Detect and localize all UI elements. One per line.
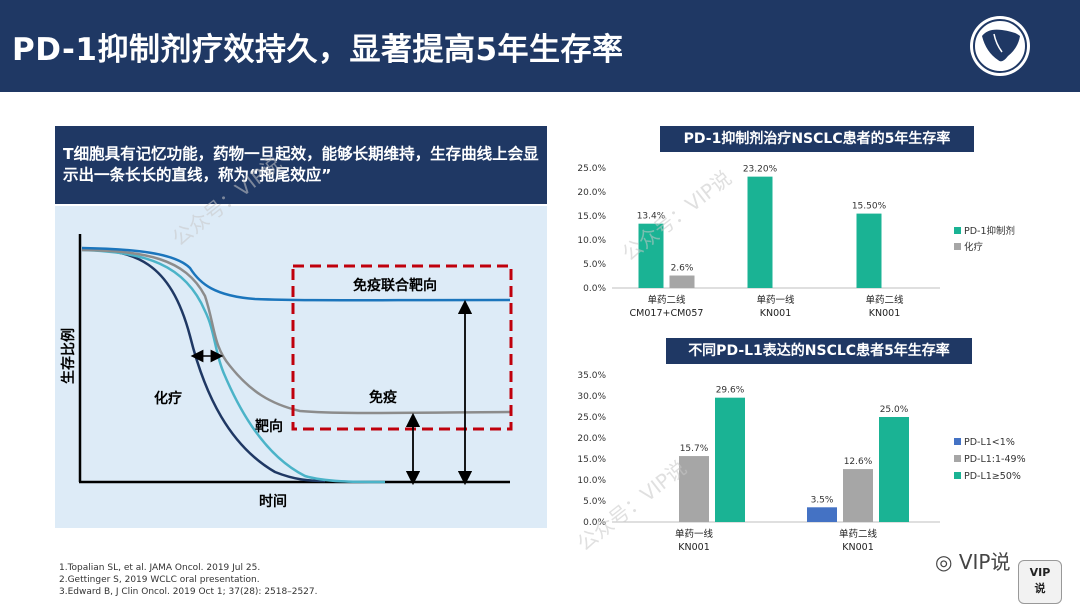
y-tick-label: 5.0%	[583, 497, 606, 507]
y-tick-label: 15.0%	[577, 455, 606, 465]
y-tick-label: 0.0%	[583, 284, 606, 294]
x-axis-label: 时间	[259, 493, 287, 510]
y-tick-label: 25.0%	[577, 164, 606, 174]
header-bar: PD-1抑制剂疗效持久，显著提高5年生存率	[0, 0, 1080, 92]
bar	[669, 275, 695, 288]
legend-swatch	[954, 438, 961, 445]
targeted-label: 靶向	[255, 418, 283, 435]
targeted-curve	[81, 248, 386, 484]
y-tick-label: 15.0%	[577, 212, 606, 222]
bar	[638, 223, 664, 288]
data-label: 3.5%	[811, 495, 834, 505]
wechat-icon: ◎	[935, 550, 959, 574]
bar	[843, 469, 873, 522]
chemo-curve	[81, 247, 326, 483]
reference-item: 1.Topalian SL, et al. JAMA Oncol. 2019 J…	[59, 563, 261, 573]
y-tick-label: 20.0%	[577, 434, 606, 444]
account-badge: VIP 说	[1018, 560, 1062, 604]
data-label: 2.6%	[671, 264, 694, 274]
legend-label: 化疗	[964, 241, 984, 253]
chart2-title: 不同PD-L1表达的NSCLC患者5年生存率	[666, 338, 972, 364]
legend-swatch	[954, 227, 961, 234]
legend-label: PD-1抑制剂	[964, 225, 1015, 237]
bar	[807, 507, 837, 522]
category-label: 单药一线	[756, 294, 795, 306]
reference-item: 3.Edward B, J Clin Oncol. 2019 Oct 1; 37…	[59, 587, 318, 597]
legend-label: PD-L1≥50%	[964, 471, 1021, 482]
chart1-title: PD-1抑制剂治疗NSCLC患者的5年生存率	[660, 126, 974, 152]
y-tick-label: 30.0%	[577, 392, 606, 402]
combo-highlight-box	[291, 264, 513, 431]
category-label: 单药二线	[865, 294, 904, 306]
y-tick-label: 10.0%	[577, 236, 606, 246]
bar	[679, 456, 709, 522]
bar	[715, 397, 745, 522]
badge-line: VIP	[1029, 566, 1051, 579]
bar	[879, 417, 909, 522]
data-label: 15.7%	[680, 444, 709, 454]
info-banner: T细胞具有记忆功能，药物一旦起效，能够长期维持，生存曲线上会显示出一条长长的直线…	[55, 126, 547, 204]
bar	[747, 176, 773, 288]
category-label: KN001	[869, 308, 900, 319]
badge-line: 说	[1034, 582, 1046, 595]
references: 1.Topalian SL, et al. JAMA Oncol. 2019 J…	[59, 562, 318, 598]
category-label: KN001	[842, 542, 873, 553]
data-label: 15.50%	[852, 202, 887, 212]
category-label: KN001	[760, 308, 791, 319]
survival-curve-panel: 生存比例 时间 免疫联合靶向 免疫 化疗 靶向	[55, 206, 547, 528]
legend-label: PD-L1:1-49%	[964, 454, 1026, 465]
legend-label: PD-L1<1%	[964, 437, 1015, 448]
legend-swatch	[954, 243, 961, 250]
legend-swatch	[954, 472, 961, 479]
immuno-label: 免疫	[369, 389, 397, 406]
category-label: 单药二线	[839, 528, 878, 540]
combo-curve	[81, 246, 511, 302]
legend-swatch	[954, 455, 961, 462]
liver-logo-icon	[970, 16, 1030, 76]
data-label: 13.4%	[637, 212, 666, 222]
bar	[856, 213, 882, 288]
wechat-account: VIP说	[958, 550, 1011, 574]
y-tick-label: 0.0%	[583, 518, 606, 528]
category-label: KN001	[678, 542, 709, 553]
reference-item: 2.Gettinger S, 2019 WCLC oral presentati…	[59, 575, 260, 585]
data-label: 12.6%	[844, 457, 873, 467]
y-tick-label: 10.0%	[577, 476, 606, 486]
y-tick-label: 20.0%	[577, 188, 606, 198]
category-label: 单药一线	[675, 528, 714, 540]
category-label: CM017+CM057	[630, 308, 704, 319]
page-title: PD-1抑制剂疗效持久，显著提高5年生存率	[12, 32, 624, 68]
survival-curve-figure: 生存比例 时间 免疫联合靶向 免疫 化疗 靶向	[60, 234, 513, 510]
combo-label: 免疫联合靶向	[353, 277, 437, 294]
wechat-watermark: ◎ VIP说	[935, 546, 1010, 575]
y-tick-label: 5.0%	[583, 260, 606, 270]
y-tick-label: 25.0%	[577, 413, 606, 423]
data-label: 29.6%	[716, 386, 745, 396]
chemo-label: 化疗	[154, 390, 182, 407]
y-tick-label: 35.0%	[577, 371, 606, 381]
data-label: 23.20%	[743, 165, 778, 175]
y-axis-label: 生存比例	[60, 328, 77, 384]
banner-text: T细胞具有记忆功能，药物一旦起效，能够长期维持，生存曲线上会显示出一条长长的直线…	[63, 145, 539, 184]
category-label: 单药二线	[647, 294, 686, 306]
data-label: 25.0%	[880, 405, 909, 415]
immuno-curve	[81, 248, 511, 415]
